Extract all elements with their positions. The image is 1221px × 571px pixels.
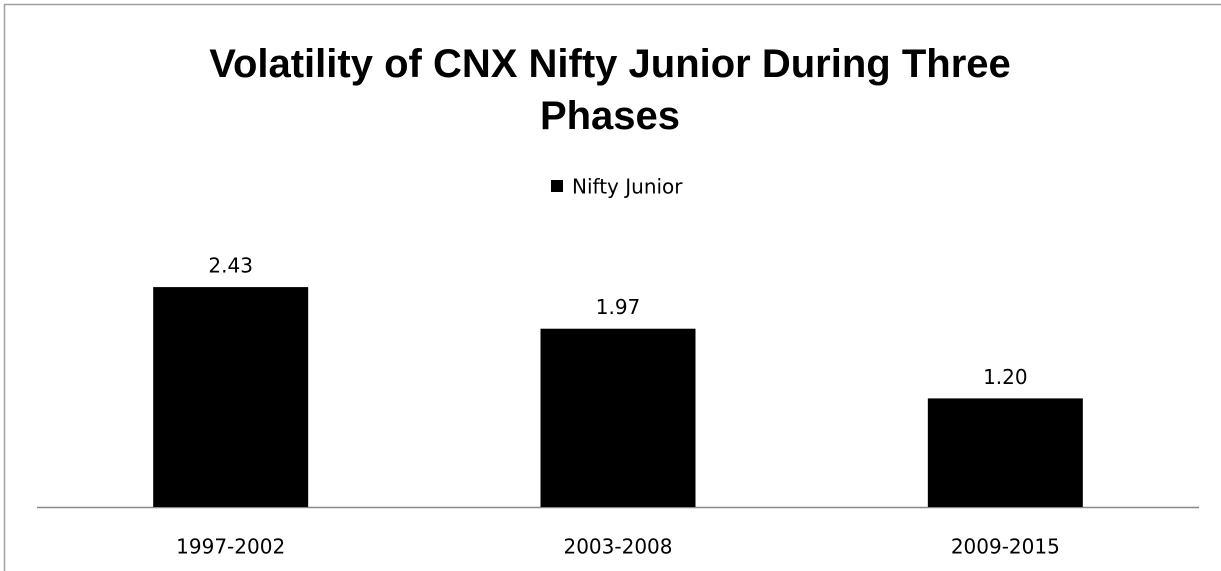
bar <box>927 398 1083 507</box>
value-label: 1.97 <box>596 295 641 319</box>
chart-border <box>3 3 1221 571</box>
x-tick-label: 2003-2008 <box>563 535 672 559</box>
legend-swatch <box>551 180 563 192</box>
bar <box>540 328 696 507</box>
legend-label: Nifty Junior <box>572 175 683 199</box>
bar <box>153 287 309 507</box>
value-label: 1.20 <box>983 365 1028 389</box>
x-tick-label: 2009-2015 <box>951 535 1060 559</box>
chart-title: Volatility of CNX Nifty Junior During Th… <box>209 42 1011 138</box>
x-tick-label: 1997-2002 <box>176 535 285 559</box>
value-label: 2.43 <box>208 254 253 278</box>
